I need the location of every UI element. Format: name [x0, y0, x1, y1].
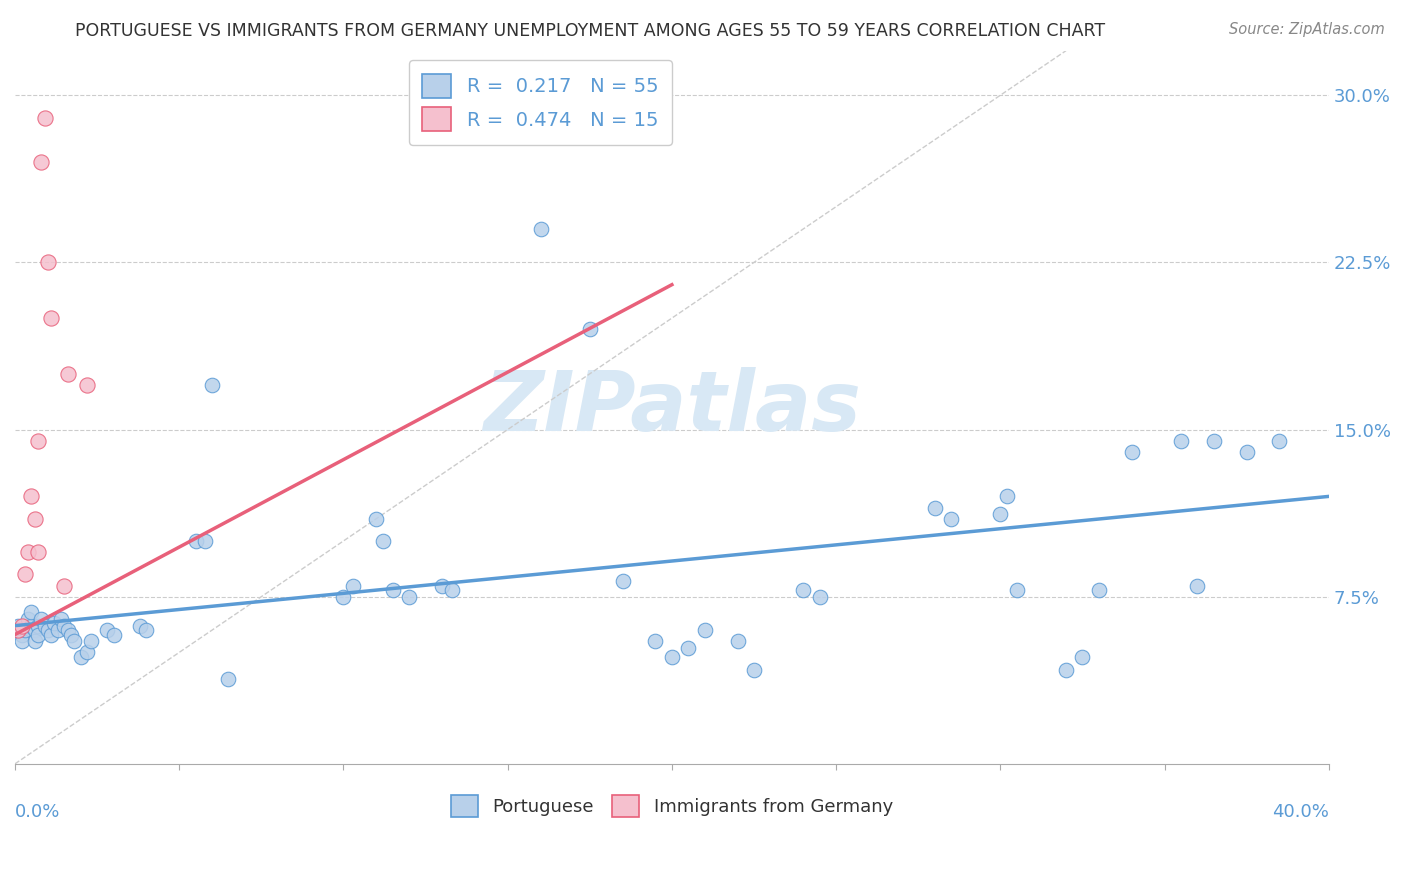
Legend: Portuguese, Immigrants from Germany: Portuguese, Immigrants from Germany: [441, 786, 901, 826]
Point: [30, 155, 52, 169]
Point: [24, 511, 46, 525]
Point: [808, 590, 831, 604]
Point: [1121, 445, 1143, 459]
Point: [529, 222, 551, 236]
Point: [135, 623, 157, 637]
Point: [27, 434, 49, 448]
Point: [49, 612, 72, 626]
Point: [79, 634, 101, 648]
Point: [53, 618, 76, 632]
Point: [218, 672, 240, 686]
Point: [30, 612, 52, 626]
Point: [693, 623, 716, 637]
Point: [924, 500, 946, 515]
Point: [76, 645, 98, 659]
Point: [46, 623, 69, 637]
Point: [366, 511, 388, 525]
Text: ZIPatlas: ZIPatlas: [482, 367, 860, 448]
Point: [20, 489, 42, 503]
Point: [727, 634, 749, 648]
Point: [17, 612, 39, 626]
Point: [332, 590, 354, 604]
Point: [39, 311, 62, 326]
Point: [27, 618, 49, 632]
Point: [939, 511, 962, 525]
Point: [39, 627, 62, 641]
Point: [1054, 663, 1077, 677]
Point: [56, 367, 79, 381]
Point: [7, 618, 30, 632]
Point: [661, 649, 683, 664]
Point: [37, 623, 59, 637]
Point: [14, 567, 37, 582]
Point: [612, 574, 634, 588]
Point: [194, 533, 217, 548]
Point: [24, 623, 46, 637]
Point: [1005, 582, 1028, 597]
Point: [742, 663, 765, 677]
Text: 0.0%: 0.0%: [15, 803, 60, 821]
Point: [34, 618, 56, 632]
Point: [995, 489, 1018, 503]
Point: [20, 605, 42, 619]
Point: [1268, 434, 1291, 448]
Point: [53, 578, 76, 592]
Point: [1202, 434, 1225, 448]
Point: [792, 582, 814, 597]
Point: [398, 590, 420, 604]
Point: [96, 623, 118, 637]
Point: [644, 634, 666, 648]
Point: [988, 507, 1011, 521]
Point: [27, 627, 49, 641]
Point: [44, 616, 66, 631]
Point: [1071, 649, 1094, 664]
Point: [342, 578, 364, 592]
Text: Source: ZipAtlas.com: Source: ZipAtlas.com: [1229, 22, 1385, 37]
Point: [10, 627, 32, 641]
Point: [76, 378, 98, 392]
Point: [27, 545, 49, 559]
Point: [184, 533, 207, 548]
Point: [10, 618, 32, 632]
Point: [578, 322, 600, 336]
Point: [34, 111, 56, 125]
Point: [1236, 445, 1258, 459]
Point: [56, 623, 79, 637]
Point: [371, 533, 394, 548]
Point: [17, 545, 39, 559]
Point: [63, 634, 86, 648]
Point: [381, 582, 404, 597]
Point: [430, 578, 453, 592]
Point: [1187, 578, 1209, 592]
Point: [7, 623, 30, 637]
Text: PORTUGUESE VS IMMIGRANTS FROM GERMANY UNEMPLOYMENT AMONG AGES 55 TO 59 YEARS COR: PORTUGUESE VS IMMIGRANTS FROM GERMANY UN…: [76, 22, 1105, 40]
Point: [10, 634, 32, 648]
Point: [20, 618, 42, 632]
Point: [1170, 434, 1192, 448]
Point: [678, 640, 700, 655]
Point: [103, 627, 125, 641]
Point: [440, 582, 463, 597]
Point: [1088, 582, 1111, 597]
Point: [69, 649, 91, 664]
Point: [14, 623, 37, 637]
Point: [59, 627, 82, 641]
Point: [24, 634, 46, 648]
Text: 40.0%: 40.0%: [1272, 803, 1329, 821]
Point: [128, 618, 150, 632]
Point: [37, 255, 59, 269]
Point: [201, 378, 224, 392]
